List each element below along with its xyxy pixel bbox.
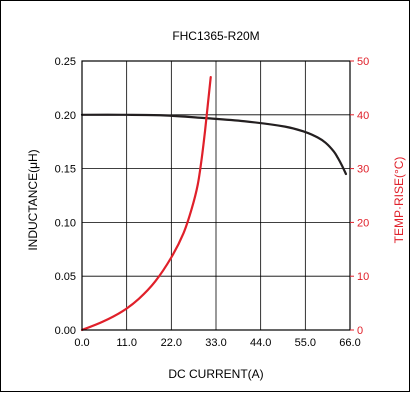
y-axis-left-label: INDUCTANCE(μH) xyxy=(26,149,40,250)
y-right-tick-label: 30 xyxy=(357,164,369,176)
chart-title: FHC1365-R20M xyxy=(172,29,259,43)
y-right-tick-label: 10 xyxy=(357,271,369,283)
y-left-tick-label: 0.00 xyxy=(55,325,76,337)
temp-rise-curve xyxy=(80,76,212,332)
y-left-tick-label: 0.25 xyxy=(55,56,76,68)
y-axis-right-label: TEMP·RISE(°C) xyxy=(392,157,406,244)
x-axis-label: DC CURRENT(A) xyxy=(168,367,263,381)
x-tick-label: 55.0 xyxy=(295,337,316,349)
tick-labels: 0.0 11.0 22.0 33.0 44.0 55.0 66.0 0.00 0.05 0.10 0… xyxy=(55,56,370,349)
x-tick-label: 22.0 xyxy=(161,337,182,349)
series-layer xyxy=(80,76,348,332)
inductance-curve xyxy=(80,113,348,176)
x-tick-label: 11.0 xyxy=(116,337,137,349)
y-left-tick-label: 0.15 xyxy=(55,164,76,176)
x-tick-label: 0.0 xyxy=(74,337,89,349)
y-left-tick-label: 0.20 xyxy=(55,110,76,122)
plot-border xyxy=(81,60,351,331)
y-right-tick-label: 20 xyxy=(357,217,369,229)
y-left-tick-label: 0.05 xyxy=(55,271,76,283)
y-right-tick-label: 40 xyxy=(357,110,369,122)
x-tick-label: 66.0 xyxy=(339,337,360,349)
x-tick-label: 44.0 xyxy=(250,337,271,349)
y-right-tick-label: 0 xyxy=(357,325,363,337)
y-right-tick-label: 50 xyxy=(357,56,369,68)
y-left-tick-label: 0.10 xyxy=(55,217,76,229)
x-tick-label: 33.0 xyxy=(205,337,226,349)
